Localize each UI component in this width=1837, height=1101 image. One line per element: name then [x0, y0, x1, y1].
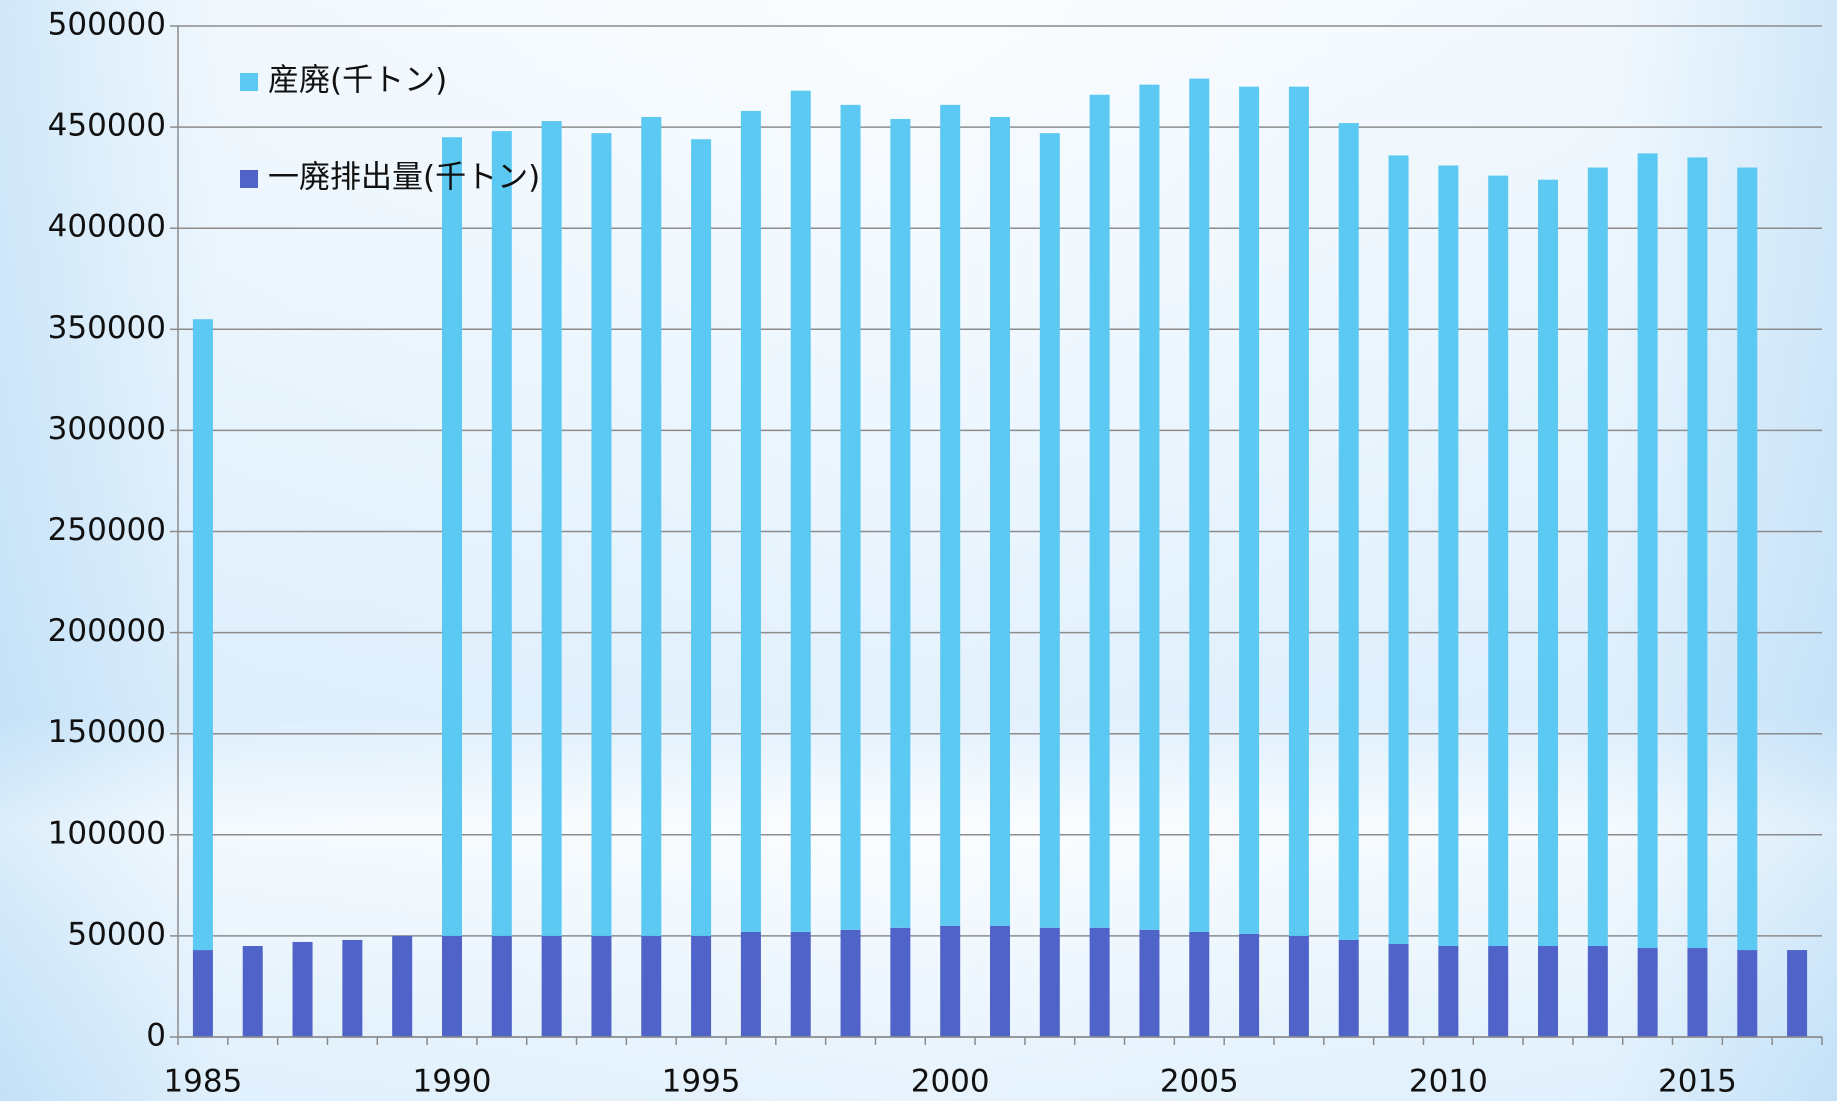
x-tick-label: 1985: [163, 1064, 242, 1100]
bar-segment: [1438, 165, 1459, 947]
bar-segment: [1139, 929, 1160, 1037]
x-tick-label: 2005: [1160, 1064, 1239, 1100]
bar-segment: [990, 925, 1010, 1037]
bar-segment: [491, 131, 512, 936]
bar-segment: [1737, 950, 1758, 1037]
y-tick-label: 500000: [48, 7, 166, 43]
bar-segment: [491, 935, 512, 1037]
bar-segment: [342, 939, 363, 1037]
bar-segment: [1039, 133, 1060, 928]
legend-swatch: [240, 73, 258, 91]
y-tick-label: 50000: [67, 916, 166, 952]
bar-segment: [1139, 84, 1160, 930]
y-tick-label: 100000: [48, 815, 166, 851]
y-tick-label: 0: [146, 1018, 166, 1054]
bar-segment: [940, 104, 961, 926]
bar-segment: [1687, 157, 1708, 949]
bar-segment: [840, 929, 861, 1037]
bar-segment: [591, 133, 612, 936]
y-tick-label: 450000: [48, 108, 166, 144]
y-tick-label: 200000: [48, 613, 166, 649]
bar-segment: [442, 935, 462, 1037]
bar-segment: [1089, 94, 1110, 928]
legend-swatch: [240, 170, 258, 188]
bar-segment: [1189, 931, 1210, 1037]
bar-segment: [890, 927, 911, 1037]
bar-segment: [940, 925, 961, 1037]
bar-segment: [740, 931, 761, 1037]
bar-segment: [442, 137, 462, 936]
bar-segment: [1538, 179, 1558, 947]
bar-segment: [392, 935, 413, 1037]
x-tick-label: 2015: [1658, 1064, 1737, 1100]
bar-segment: [1288, 86, 1309, 936]
y-tick-label: 400000: [48, 209, 166, 245]
bar-segment: [990, 116, 1010, 926]
legend-label: 産廃(千トン): [268, 63, 447, 99]
bar-segment: [1587, 946, 1608, 1037]
legend-label: 一廃排出量(千トン): [268, 160, 540, 196]
bar-segment: [1587, 167, 1608, 947]
bar-segment: [1687, 948, 1708, 1037]
y-tick-label: 250000: [48, 512, 166, 548]
bar-segment: [242, 946, 263, 1037]
bar-segment: [1288, 935, 1309, 1037]
bar-segment: [1637, 153, 1658, 949]
bar-segment: [641, 935, 662, 1037]
bar-segment: [790, 931, 811, 1037]
bar-segment: [1538, 946, 1558, 1037]
x-tick-label: 2000: [911, 1064, 990, 1100]
bar-segment: [541, 935, 562, 1037]
bar-segment: [1089, 927, 1110, 1037]
bar-segment: [1488, 175, 1509, 947]
bar-segment: [1438, 946, 1459, 1037]
bar-segment: [1239, 933, 1260, 1037]
bar-segment: [1787, 950, 1808, 1037]
bar-segment: [1338, 939, 1359, 1037]
y-tick-label: 300000: [48, 411, 166, 447]
x-tick-label: 2010: [1409, 1064, 1488, 1100]
bar-segment: [790, 90, 811, 932]
bar-segment: [541, 121, 562, 936]
bar-segment: [292, 941, 313, 1037]
bar-segment: [1039, 927, 1060, 1037]
bar-segment: [641, 116, 662, 936]
bar-segment: [591, 935, 612, 1037]
bar-segment: [1189, 78, 1210, 932]
bar-segment: [1737, 167, 1758, 951]
bar-segment: [1388, 943, 1409, 1037]
bar-segment: [1388, 155, 1409, 944]
x-tick-label: 1990: [413, 1064, 492, 1100]
y-tick-label: 350000: [48, 310, 166, 346]
bar-segment: [1637, 948, 1658, 1037]
bar-segment: [691, 139, 712, 936]
x-tick-label: 1995: [662, 1064, 741, 1100]
y-tick-label: 150000: [48, 714, 166, 750]
bar-segment: [192, 950, 213, 1037]
bar-segment: [1239, 86, 1260, 934]
bar-segment: [740, 110, 761, 932]
bar-segment: [192, 319, 213, 951]
bar-segment: [691, 935, 712, 1037]
bar-segment: [1338, 123, 1359, 940]
bar-segment: [840, 104, 861, 930]
bar-segment: [890, 119, 911, 928]
bar-segment: [1488, 946, 1509, 1037]
